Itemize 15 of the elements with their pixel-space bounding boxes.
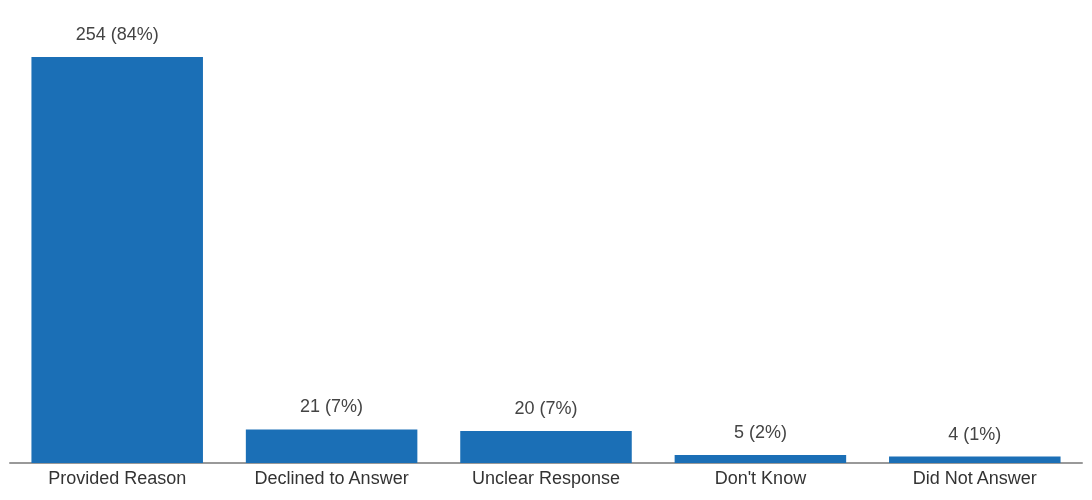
- x-tick-label: Provided Reason: [48, 468, 187, 488]
- x-tick-label: Unclear Response: [471, 468, 621, 488]
- bar: [31, 57, 203, 463]
- data-label: 5 (2%): [733, 422, 787, 443]
- data-label: 20 (7%): [514, 398, 578, 419]
- data-label: 21 (7%): [300, 396, 364, 417]
- bar: [674, 455, 847, 463]
- x-tick-label: Declined to Answer: [254, 468, 409, 488]
- x-tick-label: Don't Know: [714, 468, 808, 488]
- bar: [889, 456, 1061, 463]
- x-tick-label: Did Not Answer: [912, 468, 1037, 488]
- bar: [245, 429, 418, 463]
- data-label: 254 (84%): [75, 24, 159, 44]
- data-label: 4 (1%): [948, 423, 1002, 444]
- bar: [460, 431, 632, 463]
